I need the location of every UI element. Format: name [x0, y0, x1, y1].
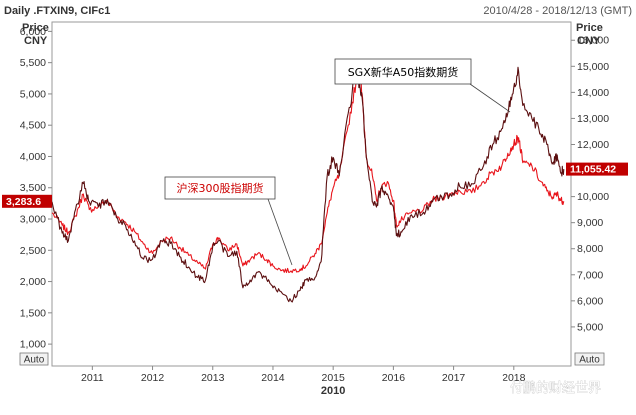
series-group	[51, 66, 565, 303]
left-axis-label-line2: CNY	[24, 35, 48, 47]
last-value-right: 11,055.42	[566, 162, 628, 176]
left-tick-label: 3,500	[20, 182, 46, 194]
left-tick-label: 4,000	[20, 151, 46, 163]
auto-button-left[interactable]: Auto	[19, 352, 49, 366]
left-tick-label: 5,000	[20, 88, 46, 100]
right-tick-label: 15,000	[577, 61, 609, 73]
x-tick-label: 2017	[442, 372, 466, 384]
right-axis-label-line2: CNY	[577, 35, 601, 47]
last-value-right-text: 11,055.42	[570, 164, 616, 176]
left-tick-label: 2,500	[20, 245, 46, 257]
right-tick-label: 13,000	[577, 113, 609, 125]
x-axis-ticks: 2011 2012 2013 2014 2015 2016 2017 2018 2010	[81, 366, 526, 397]
x-tick-label: 2015	[321, 372, 345, 384]
left-tick-label: 5,500	[20, 57, 46, 69]
x-tick-label: 2012	[141, 372, 165, 384]
right-tick-label: 7,000	[577, 269, 603, 281]
right-tick-label: 8,000	[577, 243, 603, 255]
chart-header-left: Daily .FTXIN9, CIFc1	[4, 5, 110, 17]
left-tick-label: 4,500	[20, 120, 46, 132]
right-tick-label: 6,000	[577, 295, 603, 307]
left-tick-label: 2,000	[20, 276, 46, 288]
plot-area	[51, 21, 572, 367]
x-tick-label: 2018	[502, 372, 526, 384]
left-axis-label-line1: Price	[22, 22, 49, 34]
series-line-a50	[51, 66, 565, 303]
right-tick-label: 12,000	[577, 139, 609, 151]
auto-button-right-label: Auto	[579, 355, 600, 366]
chart-header-right: 2010/4/28 - 2018/12/13 (GMT)	[483, 5, 632, 17]
annotation-a50-text: SGX新华A50指数期货	[348, 65, 459, 79]
right-tick-label: 16,000	[577, 35, 609, 47]
annotation-a50: SGX新华A50指数期货	[334, 58, 511, 113]
left-tick-label: 6,000	[20, 26, 46, 38]
right-tick-label: 10,000	[577, 191, 609, 203]
annotation-csi300-text: 沪深300股指期货	[177, 181, 264, 195]
last-value-left: 3,283.6	[2, 194, 52, 208]
right-tick-label: 9,000	[577, 217, 603, 229]
right-axis-ticks: 5,0006,0007,0008,0009,00010,00011,00012,…	[571, 35, 609, 333]
right-tick-label: 5,000	[577, 321, 603, 333]
last-value-left-text: 3,283.6	[6, 196, 41, 208]
series-line-csi300	[51, 68, 565, 274]
right-tick-label: 14,000	[577, 87, 609, 99]
left-axis-ticks: 1,000 1,500 2,000 2,500 3,000 3,500 4,000 4,500…	[20, 26, 52, 351]
x-first-year-label: 2010	[321, 385, 345, 397]
right-axis-label-line1: Price	[576, 22, 603, 34]
auto-button-right[interactable]: Auto	[574, 352, 605, 366]
watermark-text: 付鹏的财经世界	[510, 380, 601, 396]
left-tick-label: 1,500	[20, 307, 46, 319]
x-tick-label: 2013	[201, 372, 225, 384]
x-tick-label: 2011	[81, 372, 104, 384]
x-tick-label: 2014	[261, 372, 285, 384]
annotation-csi300: 沪深300股指期货	[164, 176, 293, 266]
watermark: 付鹏的财经世界	[486, 377, 601, 397]
auto-button-left-label: Auto	[24, 355, 45, 366]
left-tick-label: 3,000	[20, 214, 46, 226]
x-tick-label: 2016	[382, 372, 406, 384]
left-tick-label: 1,000	[20, 339, 46, 351]
